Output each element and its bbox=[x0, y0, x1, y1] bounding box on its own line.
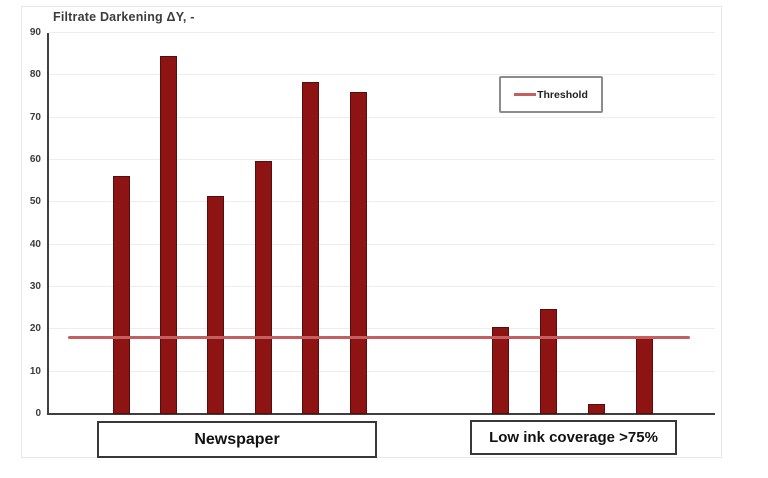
bar-group1-6 bbox=[349, 92, 367, 414]
gridline-y60 bbox=[49, 159, 715, 160]
gridline-y90 bbox=[49, 32, 715, 33]
legend-label-threshold: Threshold bbox=[537, 88, 588, 101]
group-label-low-ink-coverage-text: Low ink coverage >75% bbox=[489, 429, 658, 446]
bar-group2-3 bbox=[587, 404, 605, 414]
bar-group2-4 bbox=[635, 335, 653, 414]
chart-title: Filtrate Darkening ΔY, - bbox=[53, 10, 195, 24]
bar-group1-1 bbox=[112, 175, 130, 414]
gridline-y30 bbox=[49, 286, 715, 287]
bar-group1-4 bbox=[254, 161, 272, 414]
group-label-low-ink-coverage: Low ink coverage >75% bbox=[470, 420, 677, 455]
y-tick-label-50: 50 bbox=[29, 196, 41, 208]
y-tick-label-20: 20 bbox=[29, 323, 41, 335]
x-axis-line bbox=[47, 413, 715, 415]
bar-group1-2 bbox=[159, 56, 177, 414]
gridline-y40 bbox=[49, 243, 715, 245]
gridline-y20 bbox=[49, 328, 715, 330]
gridline-y70 bbox=[49, 116, 715, 118]
y-tick-label-90: 90 bbox=[29, 27, 41, 38]
bar-group2-2 bbox=[539, 309, 557, 414]
y-tick-label-70: 70 bbox=[29, 111, 41, 123]
y-axis-line bbox=[47, 33, 49, 415]
threshold-line bbox=[68, 335, 690, 339]
y-tick-label-80: 80 bbox=[29, 69, 41, 81]
y-tick-label-0: 0 bbox=[35, 408, 41, 419]
chart-frame bbox=[21, 6, 722, 458]
y-tick-label-60: 60 bbox=[29, 154, 41, 165]
group-label-newspaper: Newspaper bbox=[97, 421, 377, 458]
group-label-newspaper-text: Newspaper bbox=[194, 430, 280, 448]
gridline-y10 bbox=[49, 370, 715, 372]
y-tick-label-10: 10 bbox=[29, 365, 41, 377]
bar-group1-3 bbox=[207, 195, 225, 414]
y-tick-label-40: 40 bbox=[29, 238, 41, 250]
bar-group2-1 bbox=[491, 327, 509, 414]
gridline-y50 bbox=[49, 201, 715, 203]
y-tick-label-30: 30 bbox=[29, 281, 41, 292]
gridline-y80 bbox=[49, 74, 715, 76]
plot-area: 0 10 20 30 40 50 60 70 80 90 bbox=[30, 28, 715, 419]
bar-group1-5 bbox=[302, 81, 320, 414]
threshold-line-icon bbox=[514, 93, 537, 96]
legend: Threshold bbox=[499, 76, 603, 113]
